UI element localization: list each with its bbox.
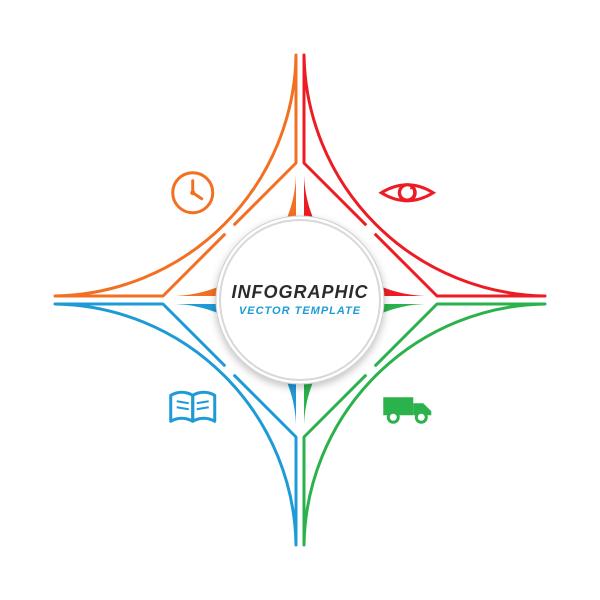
clock-icon bbox=[173, 173, 213, 213]
book-icon bbox=[171, 392, 215, 421]
truck-icon bbox=[383, 397, 431, 422]
infographic-svg: INFOGRAPHIC VECTOR TEMPLATE bbox=[0, 0, 600, 600]
center-subtitle: VECTOR TEMPLATE bbox=[239, 305, 361, 317]
center-title: INFOGRAPHIC bbox=[232, 282, 369, 302]
eye-icon bbox=[381, 184, 433, 201]
infographic-stage: INFOGRAPHIC VECTOR TEMPLATE bbox=[0, 0, 600, 600]
